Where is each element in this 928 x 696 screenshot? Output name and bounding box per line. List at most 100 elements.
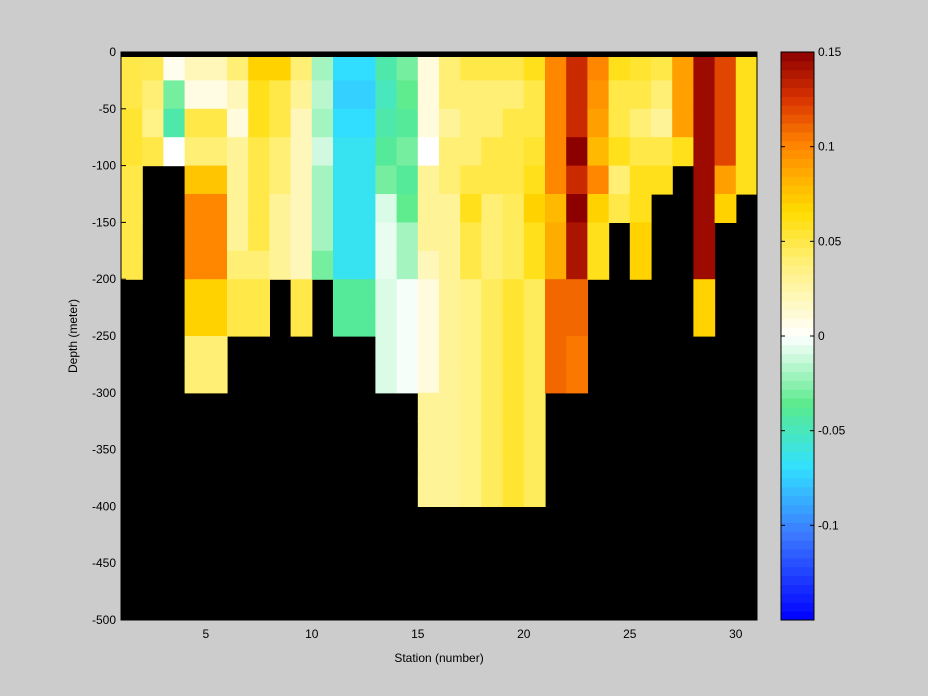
heatmap-cell: [523, 194, 546, 223]
heatmap-cell: [417, 250, 440, 280]
colorbar-swatch: [781, 220, 814, 231]
heatmap-cell: [545, 108, 567, 138]
heatmap-cell: [311, 222, 334, 252]
heatmap-cell: [290, 80, 313, 110]
y-tick-label: -50: [99, 102, 117, 116]
heatmap-cell: [714, 165, 737, 195]
colorbar-swatch: [781, 424, 814, 435]
heatmap-cell: [460, 279, 482, 309]
heatmap-cell: [439, 449, 461, 479]
heatmap-cell: [311, 108, 334, 138]
heatmap-cell: [460, 364, 482, 394]
heatmap-cell: [460, 52, 482, 81]
x-tick-label: 20: [517, 627, 531, 641]
heatmap-cell: [269, 80, 292, 110]
colorbar: 0.15 0.1 0.05 0 -0.05 -0.1: [780, 45, 846, 621]
heatmap-cell: [205, 165, 228, 195]
heatmap-cell: [693, 52, 716, 81]
heatmap-cell: [545, 222, 567, 252]
heatmap-cell: [545, 80, 567, 110]
heatmap-cell: [566, 307, 588, 337]
colorbar-tick-label: 0.15: [818, 45, 842, 59]
heatmap-cell: [502, 392, 525, 422]
heatmap-cell: [354, 137, 376, 167]
heatmap-cell: [248, 194, 270, 223]
x-axis-label: Station (number): [394, 651, 483, 665]
heatmap-cell: [417, 108, 440, 138]
heatmap-cell: [205, 250, 228, 280]
heatmap-cell: [248, 222, 270, 252]
colorbar-swatch: [781, 442, 814, 452]
heatmap-cell: [163, 108, 186, 138]
heatmap-cell: [142, 108, 164, 138]
colorbar-swatch: [781, 469, 814, 479]
heatmap-cell: [311, 194, 334, 223]
heatmap-cell: [566, 52, 588, 81]
heatmap-cell: [460, 307, 482, 337]
heatmap-cell: [502, 279, 525, 309]
heatmap-cell: [545, 250, 567, 280]
heatmap-cell: [248, 250, 270, 280]
colorbar-swatch: [781, 185, 814, 195]
heatmap-cell: [375, 336, 398, 365]
heatmap-cell: [184, 80, 207, 110]
x-tick-label: 15: [411, 627, 425, 641]
heatmap-cell: [375, 52, 398, 81]
y-tick-label: -350: [92, 443, 116, 457]
heatmap-cell: [227, 194, 249, 223]
heatmap-cell: [566, 222, 588, 252]
heatmap-cell: [523, 165, 546, 195]
heatmap-cell: [693, 80, 716, 110]
colorbar-swatch: [781, 593, 814, 603]
heatmap-cell: [545, 364, 567, 394]
heatmap-cell: [481, 421, 504, 451]
heatmap-cell: [651, 137, 673, 167]
heatmap-cell: [587, 108, 610, 138]
colorbar-swatch: [781, 344, 814, 355]
heatmap-cell: [354, 165, 376, 195]
colorbar-swatch: [781, 176, 814, 186]
heatmap-cell: [184, 194, 207, 223]
colorbar-swatch: [781, 495, 814, 506]
heatmap-cell: [417, 194, 440, 223]
heatmap-cell: [184, 336, 207, 365]
colorbar-swatch: [781, 96, 814, 106]
colorbar-swatch: [781, 398, 814, 408]
heatmap-cell: [290, 165, 313, 195]
heatmap-cell: [396, 165, 419, 195]
heatmap-cell: [608, 165, 631, 195]
heatmap-cell: [735, 52, 758, 81]
heatmap-cell: [205, 52, 228, 81]
heatmap-cell: [184, 364, 207, 394]
x-axis: 5 10 15 20 25 30: [202, 615, 743, 641]
heatmap-cell: [502, 137, 525, 167]
heatmap-cell: [396, 279, 419, 309]
heatmap-cell: [460, 250, 482, 280]
y-tick-label: -100: [92, 159, 116, 173]
heatmap-cell: [205, 137, 228, 167]
heatmap-cell: [121, 52, 143, 81]
colorbar-swatch: [781, 87, 814, 97]
colorbar-swatch: [781, 611, 814, 621]
heatmap-cell: [396, 194, 419, 223]
heatmap-cell: [417, 421, 440, 451]
heatmap-cell: [417, 392, 440, 422]
heatmap-cell: [629, 80, 652, 110]
colorbar-tick-label: 0.05: [818, 234, 842, 248]
heatmap-cell: [311, 52, 334, 81]
heatmap-cell: [693, 307, 716, 337]
heatmap-cell: [396, 137, 419, 167]
heatmap-cell: [163, 137, 186, 167]
colorbar-swatch: [781, 140, 814, 151]
heatmap-cell: [460, 336, 482, 365]
heatmap-cell: [311, 80, 334, 110]
colorbar-tick-label: -0.05: [818, 424, 846, 438]
heatmap-cell: [587, 165, 610, 195]
colorbar-swatch: [781, 256, 814, 266]
heatmap-cell: [333, 279, 355, 309]
heatmap-cell: [248, 307, 270, 337]
colorbar-swatch: [781, 131, 814, 142]
colorbar-swatch: [781, 602, 814, 612]
heatmap-cell: [460, 222, 482, 252]
heatmap-cell: [142, 52, 164, 81]
